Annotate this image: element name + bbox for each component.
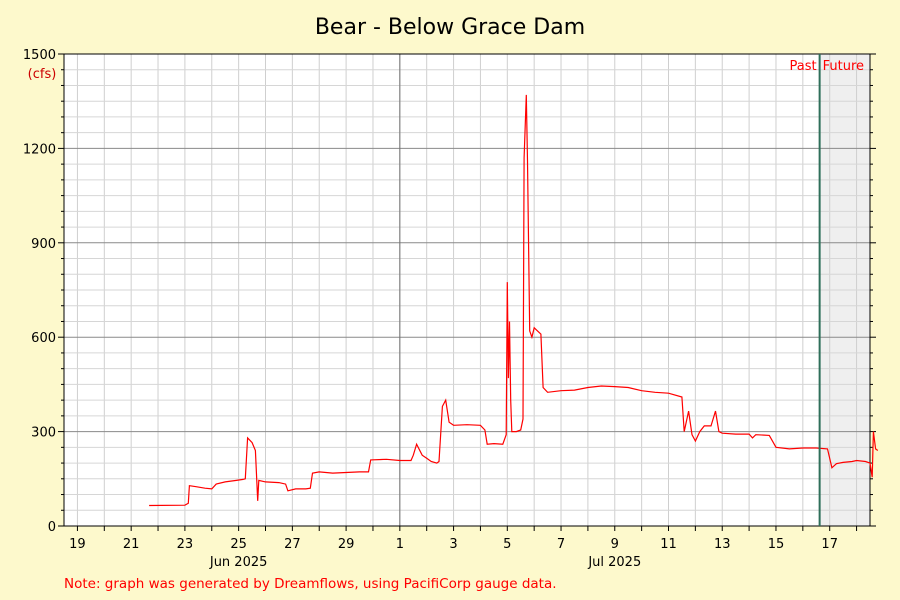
chart-note: Note: graph was generated by Dreamflows,… (64, 576, 557, 592)
y-tick-label: 600 (31, 331, 56, 346)
flow-series-line (149, 94, 879, 507)
x-tick-label: 17 (821, 537, 838, 552)
x-tick-label: 1 (396, 537, 404, 552)
x-month-label: Jun 2025 (209, 555, 268, 570)
x-tick-label: 15 (768, 537, 785, 552)
x-tick-label: 27 (284, 537, 301, 552)
x-tick-label: 9 (611, 537, 619, 552)
y-tick-label: 900 (31, 237, 56, 252)
x-tick-label: 25 (230, 537, 247, 552)
x-tick-label: 29 (338, 537, 355, 552)
x-tick-label: 5 (503, 537, 511, 552)
x-tick-label: 11 (660, 537, 677, 552)
x-tick-label: 19 (69, 537, 86, 552)
chart-title: Bear - Below Grace Dam (315, 15, 585, 40)
y-tick-label: 1200 (23, 142, 56, 157)
y-axis: 0 300 600 900 1200 1500 (23, 48, 876, 535)
future-label: Future (823, 59, 864, 74)
x-tick-label: 21 (123, 537, 140, 552)
grid (64, 53, 870, 527)
x-month-label: Jul 2025 (587, 555, 641, 570)
x-tick-label: 7 (557, 537, 565, 552)
y-tick-label: 1500 (23, 48, 56, 63)
past-label: Past (790, 59, 817, 74)
x-tick-label: 3 (449, 537, 457, 552)
y-axis-unit-label: (cfs) (28, 67, 57, 82)
x-tick-label: 23 (177, 537, 194, 552)
x-tick-label: 13 (714, 537, 731, 552)
y-tick-label: 0 (48, 520, 56, 535)
y-tick-label: 300 (31, 426, 56, 441)
